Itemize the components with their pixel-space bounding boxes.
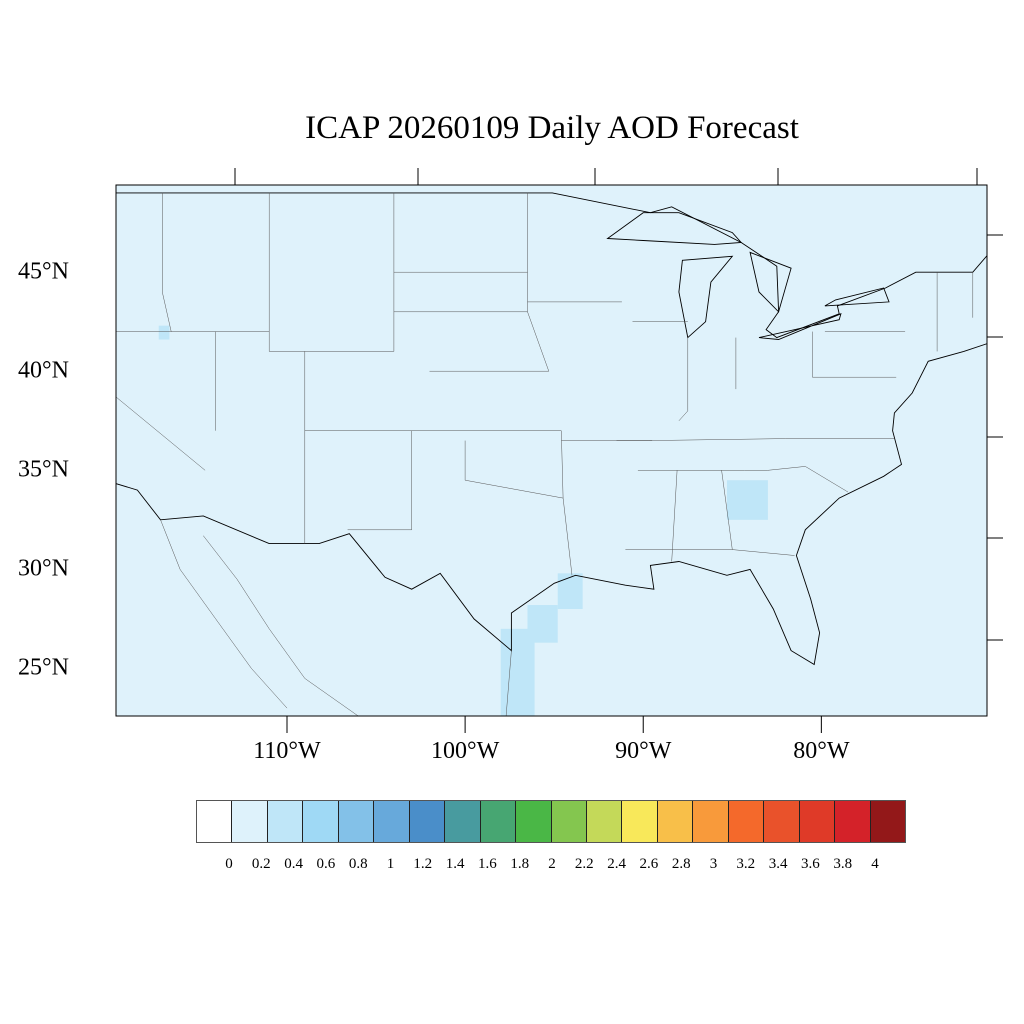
lat-label: 25°N: [18, 654, 69, 681]
lon-label: 90°W: [615, 738, 672, 764]
colorbar: [196, 800, 906, 843]
colorbar-label: 2.2: [574, 856, 594, 872]
colorbar-box: [622, 801, 658, 842]
lat-label: 30°N: [18, 555, 69, 582]
state-border: [347, 430, 412, 531]
colorbar-label: 3.4: [768, 856, 788, 872]
colorbar-box: [870, 801, 906, 842]
colorbar-box: [657, 801, 694, 842]
colorbar-box: [551, 801, 587, 842]
colorbar-box: [516, 801, 552, 842]
aod-region-south-texas-coast: [500, 628, 535, 716]
colorbar-box: [445, 801, 481, 842]
mexico-west-coastline: [203, 535, 359, 716]
colorbar-box: [693, 801, 729, 842]
state-border: [561, 438, 895, 441]
colorbar-box: [728, 801, 765, 842]
aod-region-georgia-carolinas: [726, 480, 768, 520]
colorbar-label: 1.4: [445, 856, 465, 872]
colorbar-label: 3.8: [833, 856, 853, 872]
colorbar-box: [374, 801, 410, 842]
colorbar-label: 2: [548, 856, 556, 872]
colorbar-box: [232, 801, 268, 842]
lat-label: 45°N: [18, 258, 69, 285]
great-lake-0: [678, 255, 734, 339]
colorbar-box: [409, 801, 446, 842]
colorbar-box: [197, 801, 233, 842]
state-border: [678, 337, 689, 421]
colorbar-label: 4: [871, 856, 879, 872]
colorbar-label: 3.6: [801, 856, 820, 872]
colorbar-label: 1.8: [510, 856, 530, 872]
colorbar-box: [480, 801, 517, 842]
us-coastline-border: [116, 192, 987, 666]
map-frame: [115, 184, 988, 717]
colorbar-label: 1.2: [413, 856, 433, 872]
aod-region-oregon: [158, 325, 170, 340]
mexico-gulf-coastline: [505, 650, 512, 716]
colorbar-label: 0.6: [316, 856, 336, 872]
state-border: [116, 396, 206, 471]
colorbar-box: [267, 801, 304, 842]
colorbar-label: 0.2: [251, 856, 271, 872]
colorbar-box: [764, 801, 800, 842]
colorbar-label: 0: [225, 856, 233, 872]
colorbar-label: 2.8: [671, 856, 691, 872]
aod-region-texas-gulf: [527, 605, 558, 643]
state-border: [464, 440, 564, 499]
colorbar-box: [835, 801, 871, 842]
colorbar-label: 0.4: [284, 856, 303, 872]
colorbar-label: 2.4: [607, 856, 626, 872]
great-lake-3: [749, 251, 792, 313]
state-border: [561, 430, 573, 576]
lon-label: 110°W: [253, 738, 321, 764]
colorbar-label: 3: [709, 856, 718, 872]
colorbar-label: 2.6: [639, 856, 659, 872]
colorbar-label: 3.2: [736, 856, 756, 872]
state-border: [671, 470, 678, 562]
colorbar-label: 0.8: [348, 856, 368, 872]
state-border: [162, 192, 172, 332]
great-lake-4: [606, 212, 743, 245]
colorbar-label: 1.6: [478, 856, 497, 872]
great-lake-1: [758, 313, 842, 340]
state-border: [527, 192, 550, 372]
state-border: [721, 470, 733, 550]
colorbar-box: [338, 801, 375, 842]
state-border: [812, 331, 897, 378]
great-lake-2: [824, 287, 890, 307]
colorbar-label: 1: [386, 856, 395, 872]
lat-label: 35°N: [18, 456, 69, 483]
lat-label: 40°N: [18, 357, 69, 384]
baja-coastline: [160, 519, 288, 709]
lon-label: 80°W: [793, 738, 850, 764]
colorbar-box: [303, 801, 339, 842]
map-content: [116, 192, 987, 716]
aod-region-texas-louisiana: [557, 573, 583, 610]
figure-title: ICAP 20260109 Daily AOD Forecast: [305, 110, 799, 146]
colorbar-box: [799, 801, 836, 842]
lon-label: 100°W: [430, 738, 500, 764]
state-border: [637, 466, 849, 493]
colorbar-box: [586, 801, 623, 842]
